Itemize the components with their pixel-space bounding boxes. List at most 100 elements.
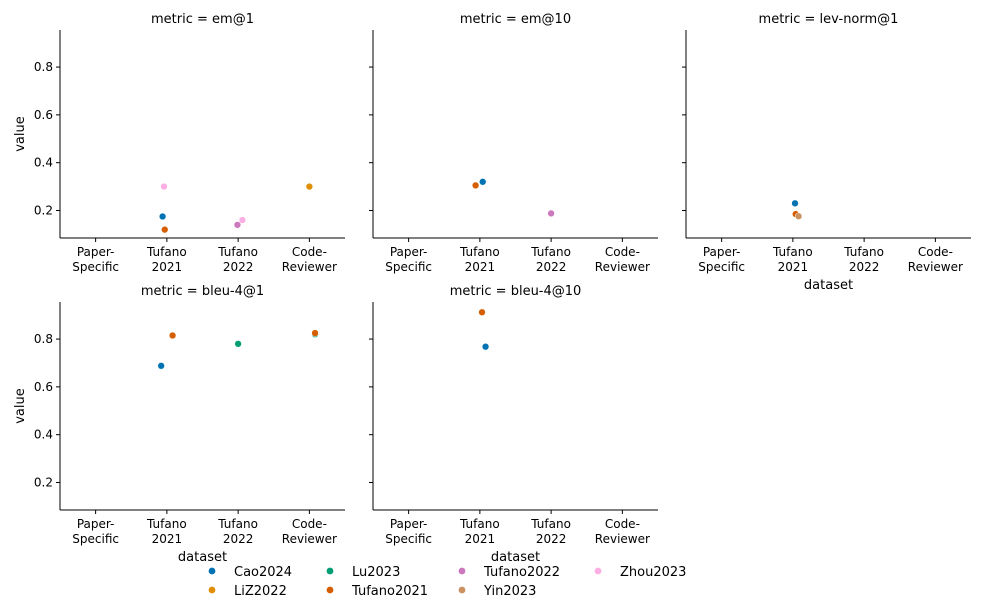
x-tick-label-line: Code- (605, 517, 640, 531)
x-tick-label-line: Tufano (459, 245, 500, 259)
x-tick-label: Code-Reviewer (282, 245, 337, 274)
data-point-tufano2022 (233, 221, 242, 229)
legend-marker (594, 567, 602, 575)
legend-label: Zhou2023 (620, 565, 686, 580)
x-tick-label-line: Code- (292, 517, 327, 531)
x-tick-label-line: 2021 (465, 532, 496, 546)
legend-item-lu2023: Lu2023 (326, 565, 400, 580)
legend-label: Yin2023 (483, 584, 536, 599)
facet-title: metric = bleu-4@1 (141, 284, 264, 299)
x-tick-label-line: Code- (292, 245, 327, 259)
data-point-cao2024 (481, 343, 490, 351)
x-tick-label-line: 2021 (152, 532, 183, 546)
x-tick-label-line: Reviewer (282, 532, 337, 546)
x-tick-label: Tufano 2022 (217, 517, 258, 546)
x-tick-label: Tufano 2021 (772, 245, 813, 274)
x-tick-label: Code-Reviewer (908, 245, 963, 274)
x-tick-label-line: 2022 (223, 532, 254, 546)
x-tick-label: Tufano 2022 (530, 517, 571, 546)
x-axis-label: dataset (178, 550, 227, 565)
legend-marker (326, 567, 334, 575)
x-tick-label: Tufano 2022 (843, 245, 884, 274)
x-tick-label-line: Tufano (217, 245, 258, 259)
legend-item-tufano2022: Tufano2022 (458, 565, 560, 580)
x-tick-label-line: 2022 (223, 260, 254, 274)
x-tick-label-line: Reviewer (595, 532, 650, 546)
y-tick-label: 0.2 (34, 476, 53, 490)
legend-label: LiZ2022 (234, 584, 287, 599)
x-tick-label-line: Reviewer (282, 260, 337, 274)
x-tick-label-line: Specific (385, 260, 432, 274)
data-point-tufano2021 (168, 331, 177, 340)
x-tick-label: Paper-Specific (72, 245, 119, 274)
legend-item-cao2024: Cao2024 (208, 565, 292, 580)
facet-title: metric = bleu-4@10 (450, 284, 582, 299)
legend-item-yin2023: Yin2023 (458, 584, 536, 599)
x-tick-label-line: 2022 (849, 260, 880, 274)
y-axis-label: value (13, 116, 28, 152)
x-tick-label-line: Code- (918, 245, 953, 259)
y-tick-label: 0.6 (34, 108, 53, 122)
x-tick-label: Tufano 2022 (530, 245, 571, 274)
x-tick-label-line: Specific (72, 260, 119, 274)
legend-item-zhou2023: Zhou2023 (594, 565, 686, 580)
x-tick-label-line: Specific (385, 532, 432, 546)
x-tick-label-line: 2021 (152, 260, 183, 274)
x-tick-label-line: 2022 (536, 532, 567, 546)
x-tick-label: Tufano 2021 (146, 517, 187, 546)
x-tick-label: Paper-Specific (385, 245, 432, 274)
data-point-yin2023 (794, 212, 803, 220)
x-tick-label-line: Paper- (77, 517, 115, 531)
x-tick-label-line: 2022 (536, 260, 567, 274)
y-tick-label: 0.6 (34, 380, 53, 394)
legend: Cao2024 LiZ2022 Lu2023 Tufano2021 Tufano2022… (208, 565, 686, 599)
legend-label: Cao2024 (234, 565, 292, 580)
x-axis-label: dataset (491, 550, 540, 565)
x-tick-label-line: Reviewer (595, 260, 650, 274)
data-point-tufano2021 (311, 329, 319, 337)
x-tick-label: Paper-Specific (698, 245, 745, 274)
x-tick-label-line: Tufano (843, 245, 884, 259)
data-point-tufano2021 (161, 225, 169, 234)
data-point-tufano2021 (478, 308, 486, 316)
legend-item-tufano2021: Tufano2021 (326, 584, 428, 599)
x-axis-label: dataset (804, 278, 853, 293)
x-tick-label: Tufano 2021 (459, 245, 500, 274)
data-point-liz2022 (305, 182, 314, 191)
data-point-zhou2023 (238, 216, 247, 224)
y-tick-label: 0.4 (34, 428, 53, 442)
data-point-cao2024 (791, 199, 799, 207)
x-tick-label-line: Tufano (530, 245, 571, 259)
y-tick-label: 0.2 (34, 204, 53, 218)
facet-panel-1: metric = em@1 0.2 0.4 0.6 0.8 Paper-Specific T… (13, 12, 345, 274)
legend-marker (208, 586, 216, 594)
data-point-lu2023 (234, 340, 242, 348)
x-tick-label-line: Code- (605, 245, 640, 259)
x-tick-label: Paper-Specific (72, 517, 119, 546)
x-tick-label-line: Paper- (703, 245, 741, 259)
data-point-tufano2021 (471, 181, 480, 190)
y-axis-label: value (13, 388, 28, 424)
y-tick-label: 0.8 (34, 60, 53, 74)
x-tick-label: Code-Reviewer (595, 245, 650, 274)
x-tick-label-line: Specific (72, 532, 119, 546)
x-tick-label-line: Paper- (390, 517, 428, 531)
x-tick-label: Tufano 2021 (146, 245, 187, 274)
legend-label: Lu2023 (352, 565, 400, 580)
data-point-cao2024 (479, 178, 487, 186)
x-tick-label-line: Specific (698, 260, 745, 274)
facet-title: metric = em@1 (151, 12, 254, 27)
legend-marker (208, 567, 216, 575)
legend-marker (458, 567, 466, 575)
x-tick-label: Paper-Specific (385, 517, 432, 546)
x-tick-label: Tufano 2022 (217, 245, 258, 274)
x-tick-label-line: Paper- (77, 245, 115, 259)
x-tick-label-line: Tufano (146, 245, 187, 259)
x-tick-label-line: 2021 (778, 260, 809, 274)
data-point-zhou2023 (160, 182, 168, 191)
x-tick-label-line: Reviewer (908, 260, 963, 274)
x-tick-label-line: Tufano (217, 517, 258, 531)
